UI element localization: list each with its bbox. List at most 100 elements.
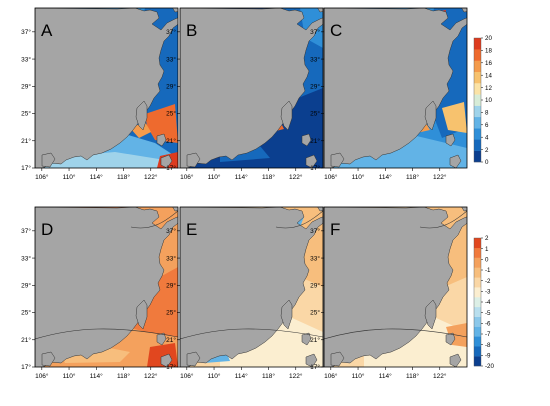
colorbar-swatch <box>474 105 481 118</box>
colorbar-bottom: 2 1 0 -1 -2 -3 -4 -5 -6 -7 -8 -9 -20 <box>473 235 495 370</box>
lon-tick-label: 118° <box>406 372 419 380</box>
lat-tick-label: 25° <box>21 309 31 317</box>
lon-tick-label: 118° <box>117 173 130 181</box>
lon-tick-label: 114° <box>90 372 103 380</box>
lon-tick-label: 110° <box>352 173 365 181</box>
lon-tick-label: 118° <box>262 372 275 380</box>
lat-tick-label: 37° <box>21 227 31 235</box>
lon-tick-label: 114° <box>379 173 392 181</box>
lat-tick-label: 17° <box>166 363 176 371</box>
colorbar-swatch <box>474 247 481 258</box>
colorbar-tick-label: -4 <box>485 299 491 306</box>
lon-tick-label: 110° <box>208 173 221 181</box>
lat-tick-label: 33° <box>21 254 31 262</box>
colorbar-tick-label: -2 <box>485 278 491 285</box>
colorbar-tick-label: 1 <box>485 246 489 253</box>
lat-tick-label: 21° <box>21 137 31 145</box>
lon-tick-label: 106° <box>324 173 338 181</box>
lat-tick-label: 17° <box>21 363 31 371</box>
colorbar-swatch <box>474 83 481 95</box>
colorbar-tick-label: 16 <box>485 60 492 67</box>
map-panel-d: D 106° 110° 114° 118° 122° 37° 33° 29° 25° 21° 17° <box>21 206 179 380</box>
colorbar-tick-label: 12 <box>485 85 492 92</box>
colorbar-tick-label: 0 <box>485 257 489 264</box>
colorbar-tick-label: -20 <box>485 363 495 370</box>
lat-tick-label: 33° <box>166 254 176 262</box>
lat-tick-label: 21° <box>310 336 320 344</box>
colorbar-swatch <box>474 49 481 61</box>
lon-tick-label: 106° <box>324 372 338 380</box>
lon-tick-label: 118° <box>406 173 419 181</box>
lon-tick-label: 106° <box>35 173 49 181</box>
panel-frame <box>323 7 468 169</box>
lat-tick-label: 37° <box>310 227 320 235</box>
lat-tick-label: 33° <box>166 55 176 63</box>
colorbar-swatch <box>474 150 481 163</box>
panel-frame <box>179 7 324 169</box>
colorbar-swatch <box>474 356 481 367</box>
lat-tick-label: 29° <box>310 82 320 90</box>
lon-tick-label: 110° <box>63 173 76 181</box>
lat-tick-label: 21° <box>166 336 176 344</box>
lon-tick-label: 114° <box>235 173 248 181</box>
lat-tick-label: 29° <box>21 82 31 90</box>
panel-label: C <box>330 21 342 40</box>
map-panel-f: F 106° 110° 114° 118° 122° 37° 33° 29° 25° 21° 17° <box>310 206 468 380</box>
lon-tick-label: 122° <box>144 173 158 181</box>
colorbar-swatch <box>474 128 481 140</box>
lat-tick-label: 37° <box>21 28 31 36</box>
lat-tick-label: 25° <box>21 110 31 118</box>
panel-frame <box>34 206 179 368</box>
lat-tick-label: 33° <box>310 254 320 262</box>
lon-tick-label: 110° <box>352 372 365 380</box>
colorbar-tick-label: 8 <box>485 110 489 117</box>
lat-tick-label: 37° <box>166 28 176 36</box>
colorbar-tick-label: 2 <box>485 235 489 242</box>
panel-frame <box>179 206 324 368</box>
lon-tick-label: 122° <box>289 173 303 181</box>
panel-label: A <box>41 21 53 40</box>
lat-tick-label: 21° <box>21 336 31 344</box>
lat-tick-label: 25° <box>166 110 176 118</box>
lon-tick-label: 114° <box>235 372 248 380</box>
lon-tick-label: 122° <box>144 372 158 380</box>
colorbar-swatch <box>474 297 481 308</box>
colorbar-swatch <box>474 277 481 288</box>
lat-tick-label: 17° <box>166 164 176 172</box>
lat-tick-label: 37° <box>310 28 320 36</box>
lat-tick-label: 21° <box>310 137 320 145</box>
panel-frame <box>34 7 179 169</box>
colorbar-swatch <box>474 139 481 151</box>
lon-tick-label: 122° <box>433 173 447 181</box>
lon-tick-label: 122° <box>433 372 447 380</box>
lon-tick-label: 106° <box>180 372 194 380</box>
colorbar-tick-label: -8 <box>485 342 491 349</box>
colorbar-tick-label: -7 <box>485 331 491 338</box>
lat-tick-label: 33° <box>310 55 320 63</box>
lat-tick-label: 29° <box>21 281 31 289</box>
colorbar-tick-label: 18 <box>485 48 492 55</box>
colorbar-tick-label: -5 <box>485 310 491 317</box>
colorbar-tick-label: -6 <box>485 321 491 328</box>
map-panel-a: A 106° 110° 114° 118° 122° 37° 33° 29° 25° 21° 17° <box>21 7 179 181</box>
lat-tick-label: 29° <box>166 281 176 289</box>
lon-tick-label: 110° <box>63 372 76 380</box>
map-panel-b: B 106° 110° 114° 118° 122° 37° 33° 29° 25° 21° 17° <box>166 7 324 181</box>
lon-tick-label: 114° <box>379 372 392 380</box>
colorbar-swatch <box>474 316 481 327</box>
colorbar-swatch <box>474 116 481 129</box>
colorbar-tick-label: 0 <box>485 159 489 166</box>
lon-tick-label: 122° <box>289 372 303 380</box>
lat-tick-label: 17° <box>310 363 320 371</box>
colorbar-swatch <box>474 287 481 298</box>
map-panel-e: E 106° 110° 114° 118° 122° 37° 33° 29° 25° 21° 17° <box>166 206 324 380</box>
lat-tick-label: 17° <box>310 164 320 172</box>
lat-tick-label: 25° <box>166 309 176 317</box>
colorbar-tick-label: 6 <box>485 122 489 129</box>
lat-tick-label: 37° <box>166 227 176 235</box>
colorbar-swatch <box>474 346 481 357</box>
colorbar-swatch <box>474 71 481 84</box>
lat-tick-label: 21° <box>166 137 176 145</box>
